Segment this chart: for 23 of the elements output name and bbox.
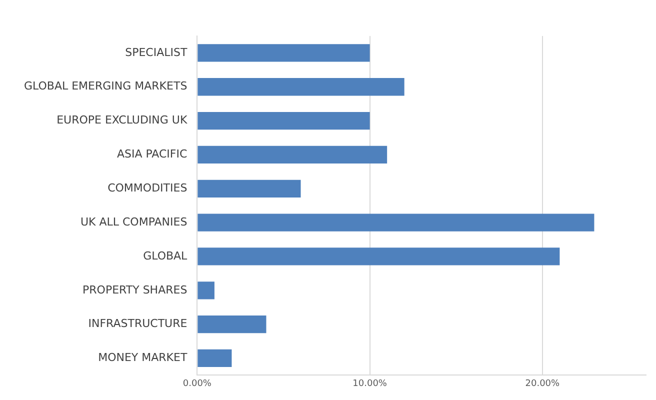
bar — [198, 214, 594, 232]
bar — [198, 316, 266, 334]
y-tick-label: GLOBAL — [143, 249, 188, 262]
y-tick-label: COMMODITIES — [108, 182, 188, 194]
y-tick-label: PROPERTY SHARES — [82, 283, 188, 296]
bar — [198, 146, 388, 164]
bar — [198, 112, 370, 130]
y-tick-label: UK ALL COMPANIES — [80, 215, 188, 228]
y-tick-label: SPECIALIST — [125, 46, 188, 59]
y-tick-label: ASIA PACIFIC — [116, 148, 188, 161]
x-tick-label: 10.00% — [352, 378, 388, 389]
y-tick-label: EUROPE EXCLUDING UK — [56, 114, 188, 127]
x-tick-label: 0.00% — [182, 378, 212, 389]
bar — [198, 180, 301, 198]
y-tick-label: INFRASTRUCTURE — [88, 317, 188, 330]
x-tick-label: 20.00% — [525, 378, 560, 389]
bar — [198, 282, 214, 300]
y-tick-label: MONEY MARKET — [98, 351, 188, 364]
bar — [198, 349, 232, 368]
bar — [198, 44, 370, 62]
bar — [198, 78, 404, 96]
bar — [198, 248, 560, 266]
y-tick-label: GLOBAL EMERGING MARKETS — [24, 80, 188, 93]
